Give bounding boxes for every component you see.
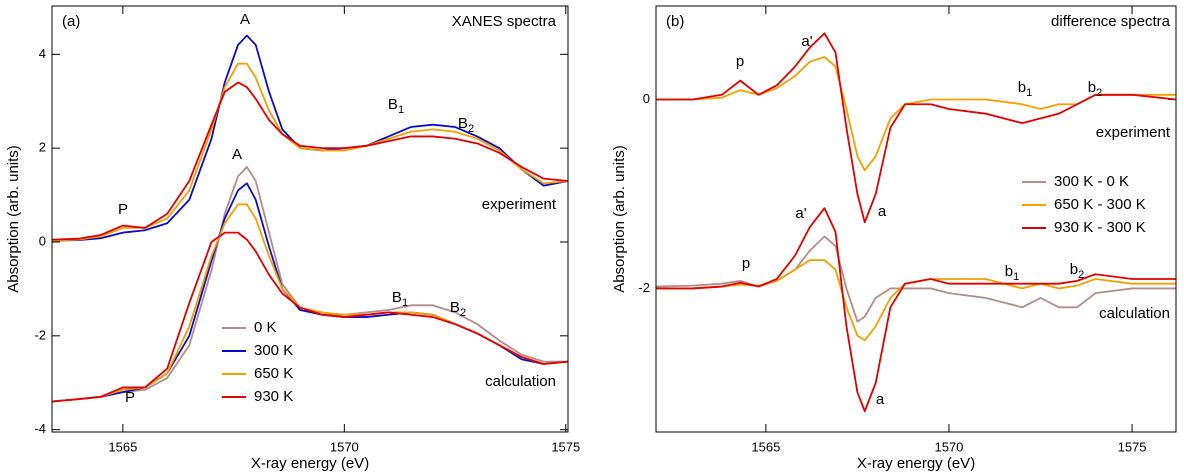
annotation: a'	[795, 205, 806, 222]
annotation: b1	[1005, 263, 1019, 283]
x-tick-label: 1575	[551, 439, 580, 454]
annotation-text: a	[876, 391, 885, 408]
annotation-subscript: 1	[398, 104, 404, 116]
annotation-text: calculation	[1099, 305, 1170, 322]
annotation: a	[876, 391, 885, 408]
y-axis-label: Absorption (arb. units)	[611, 145, 628, 293]
annotation: experiment	[482, 196, 557, 213]
y-tick-label: 0	[39, 233, 46, 248]
annotation-text: b	[1005, 263, 1013, 280]
annotation: (b)	[666, 13, 684, 30]
annotation-text: b	[1070, 261, 1078, 278]
annotation: (a)	[62, 13, 80, 30]
annotation-text: p	[736, 53, 744, 70]
annotation-subscript: 2	[468, 123, 474, 135]
annotation: b2	[1088, 79, 1102, 99]
annotation: experiment	[1096, 124, 1171, 141]
annotation-text: A	[240, 11, 250, 28]
y-tick-label: 0	[643, 91, 650, 106]
legend-label: 650 K - 300 K	[1054, 196, 1146, 213]
annotation-text: b	[1018, 79, 1026, 96]
annotation: B2	[450, 299, 466, 319]
series-line	[51, 203, 569, 403]
annotation-text: experiment	[1096, 124, 1171, 141]
annotation: p	[742, 255, 750, 272]
annotation: B1	[388, 96, 404, 116]
annotation-text: difference spectra	[1051, 13, 1171, 30]
axis-box	[51, 5, 569, 433]
annotation: A	[232, 146, 242, 163]
annotation-subscript: 2	[460, 307, 466, 319]
annotation-subscript: 1	[1013, 271, 1019, 283]
x-tick-label: 1575	[1118, 439, 1147, 454]
annotation-text: A	[232, 146, 242, 163]
legend-label: 300 K	[254, 342, 293, 359]
series-line	[51, 81, 569, 241]
series-line	[51, 34, 569, 242]
annotation-subscript: 2	[1078, 269, 1084, 281]
series-line	[51, 182, 569, 403]
series-line	[656, 56, 1176, 172]
annotation: b1	[1018, 79, 1032, 99]
annotation: difference spectra	[1051, 13, 1171, 30]
x-axis-label: X-ray energy (eV)	[857, 455, 975, 472]
y-tick-label: 4	[39, 46, 46, 61]
annotation-text: a'	[801, 33, 812, 50]
annotation: B1	[392, 289, 408, 309]
series-line	[656, 32, 1177, 224]
annotation: p	[736, 53, 744, 70]
annotation: a'	[801, 33, 812, 50]
y-tick-label: -2	[638, 280, 650, 295]
annotation-text: b	[1088, 79, 1096, 96]
y-tick-label: 2	[39, 140, 46, 155]
x-tick-label: 1570	[934, 439, 963, 454]
series-line	[51, 62, 569, 242]
series-line	[51, 231, 569, 403]
annotation: A	[240, 11, 250, 28]
annotation-text: calculation	[485, 373, 556, 390]
annotation-subscript: 1	[1026, 87, 1032, 99]
annotation: P	[125, 389, 135, 406]
y-axis-label: Absorption (arb. units)	[5, 145, 22, 293]
axis-box	[655, 5, 1177, 433]
legend-label: 930 K - 300 K	[1054, 219, 1146, 236]
annotation: P	[118, 201, 128, 218]
y-tick-label: -2	[34, 327, 46, 342]
annotation-text: P	[118, 201, 128, 218]
annotation: b2	[1070, 261, 1084, 281]
annotation-text: P	[125, 389, 135, 406]
legend-label: 930 K	[254, 388, 293, 405]
annotation-text: B	[388, 96, 398, 113]
annotation: calculation	[485, 373, 556, 390]
legend-label: 0 K	[254, 319, 277, 336]
legend-label: 650 K	[254, 365, 293, 382]
annotation-text: B	[450, 299, 460, 316]
annotation-text: p	[742, 255, 750, 272]
annotation-text: XANES spectra	[452, 13, 557, 30]
x-tick-label: 1565	[108, 439, 137, 454]
annotation-text: experiment	[482, 196, 557, 213]
annotation: XANES spectra	[452, 13, 557, 30]
annotation: calculation	[1099, 305, 1170, 322]
series-line	[656, 207, 1176, 413]
annotation: a	[878, 203, 887, 220]
y-tick-label: -4	[34, 421, 46, 436]
series-line	[51, 166, 568, 403]
annotation: B2	[458, 115, 474, 135]
annotation-text: a	[878, 203, 887, 220]
x-tick-label: 1565	[751, 439, 780, 454]
annotation-text: a'	[795, 205, 806, 222]
series-line	[656, 259, 1176, 342]
annotation-text: B	[458, 115, 468, 132]
annotation-subscript: 2	[1096, 87, 1102, 99]
annotation-text: B	[392, 289, 402, 306]
x-axis-label: X-ray energy (eV)	[251, 455, 369, 472]
x-tick-label: 1570	[330, 439, 359, 454]
annotation-text: (b)	[666, 13, 684, 30]
legend-label: 300 K - 0 K	[1054, 173, 1129, 190]
annotation-subscript: 1	[402, 297, 408, 309]
annotation-text: (a)	[62, 13, 80, 30]
